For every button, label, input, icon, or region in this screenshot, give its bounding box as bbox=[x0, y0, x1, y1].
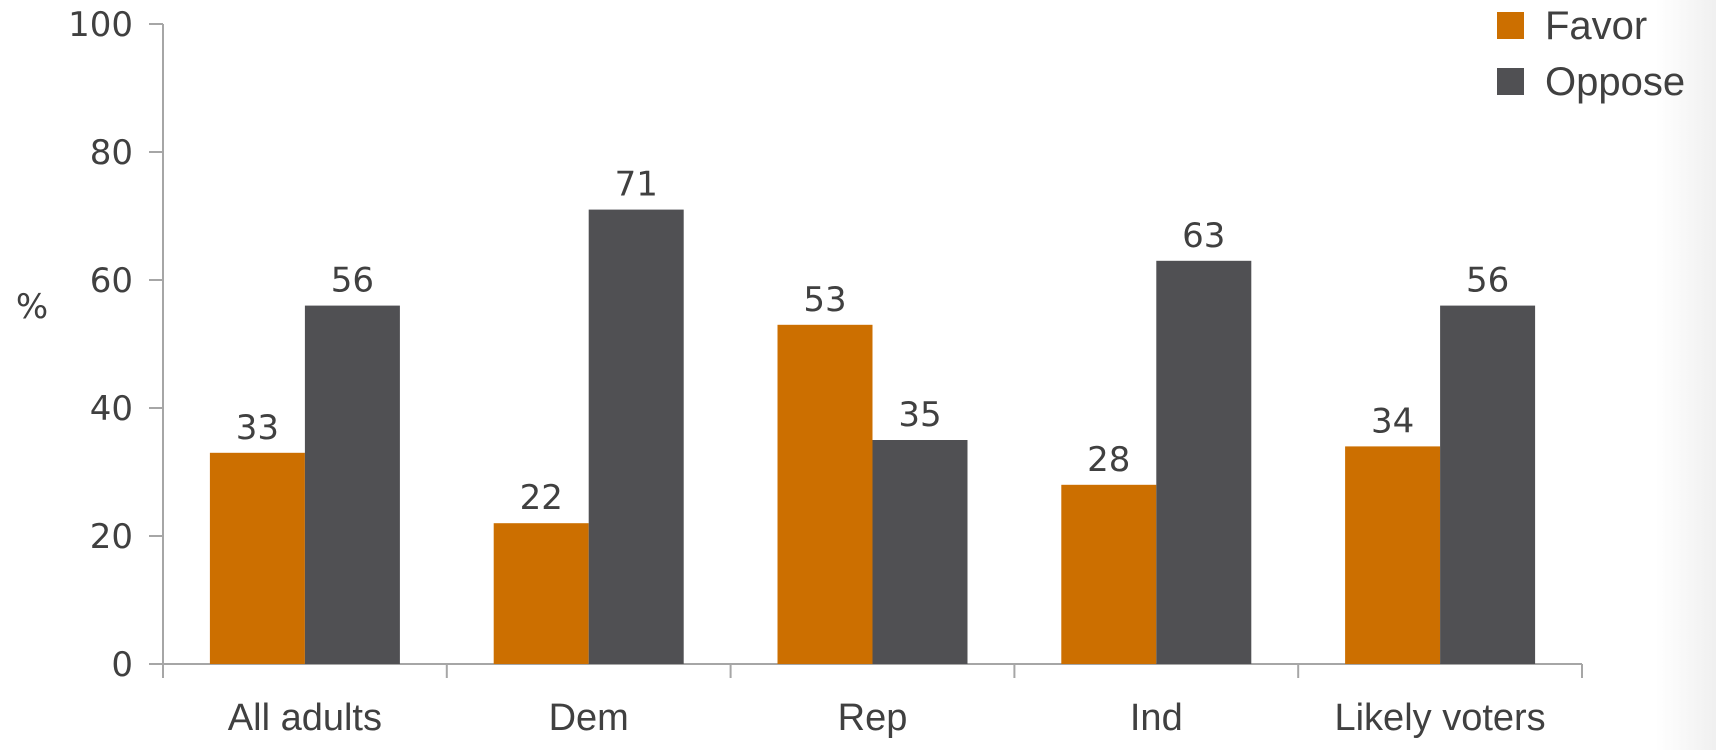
x-category-label: Dem bbox=[549, 697, 629, 739]
bar-oppose bbox=[588, 209, 684, 664]
value-label-oppose: 63 bbox=[1182, 216, 1225, 256]
bar-favor bbox=[493, 523, 589, 664]
x-category-label: Ind bbox=[1130, 697, 1183, 739]
edge-shading bbox=[1656, 0, 1716, 750]
bar-favor bbox=[1345, 446, 1441, 664]
value-label-favor: 53 bbox=[803, 280, 846, 320]
legend: Favor Oppose bbox=[1497, 4, 1685, 104]
bar-oppose bbox=[1156, 260, 1252, 664]
y-tick-label: 80 bbox=[90, 133, 133, 173]
y-tick-label: 0 bbox=[111, 645, 133, 685]
y-tick-label: 60 bbox=[90, 261, 133, 301]
bar-favor bbox=[209, 452, 305, 664]
value-label-oppose: 56 bbox=[331, 261, 374, 301]
y-tick-label: 100 bbox=[68, 5, 133, 45]
bars-group bbox=[209, 209, 1536, 664]
x-category-label: All adults bbox=[228, 697, 382, 739]
x-category-label: Rep bbox=[838, 697, 908, 739]
bar-oppose bbox=[872, 440, 968, 664]
y-axis: 0 20 40 60 80 100 bbox=[68, 5, 164, 685]
value-label-favor: 33 bbox=[236, 408, 279, 448]
x-axis: All adults Dem Rep Ind Likely voters bbox=[162, 663, 1583, 739]
y-axis-label: % bbox=[16, 287, 48, 327]
x-category-label: Likely voters bbox=[1334, 697, 1545, 739]
y-tick-label: 20 bbox=[90, 517, 133, 557]
y-tick-label: 40 bbox=[90, 389, 133, 429]
value-label-oppose: 71 bbox=[615, 165, 658, 205]
bar-oppose bbox=[1440, 305, 1536, 664]
bar-favor bbox=[777, 324, 873, 664]
value-label-oppose: 35 bbox=[898, 395, 941, 435]
legend-swatch-favor bbox=[1497, 12, 1524, 39]
value-labels-group: 33 56 22 71 53 35 28 63 34 56 bbox=[236, 165, 1509, 519]
legend-swatch-oppose bbox=[1497, 68, 1524, 95]
value-label-favor: 22 bbox=[520, 478, 563, 518]
legend-label-oppose: Oppose bbox=[1545, 60, 1685, 104]
value-label-favor: 28 bbox=[1087, 440, 1130, 480]
value-label-favor: 34 bbox=[1371, 401, 1414, 441]
legend-label-favor: Favor bbox=[1545, 4, 1647, 48]
value-label-oppose: 56 bbox=[1466, 261, 1509, 301]
bar-favor bbox=[1061, 484, 1157, 664]
bar-oppose bbox=[304, 305, 400, 664]
